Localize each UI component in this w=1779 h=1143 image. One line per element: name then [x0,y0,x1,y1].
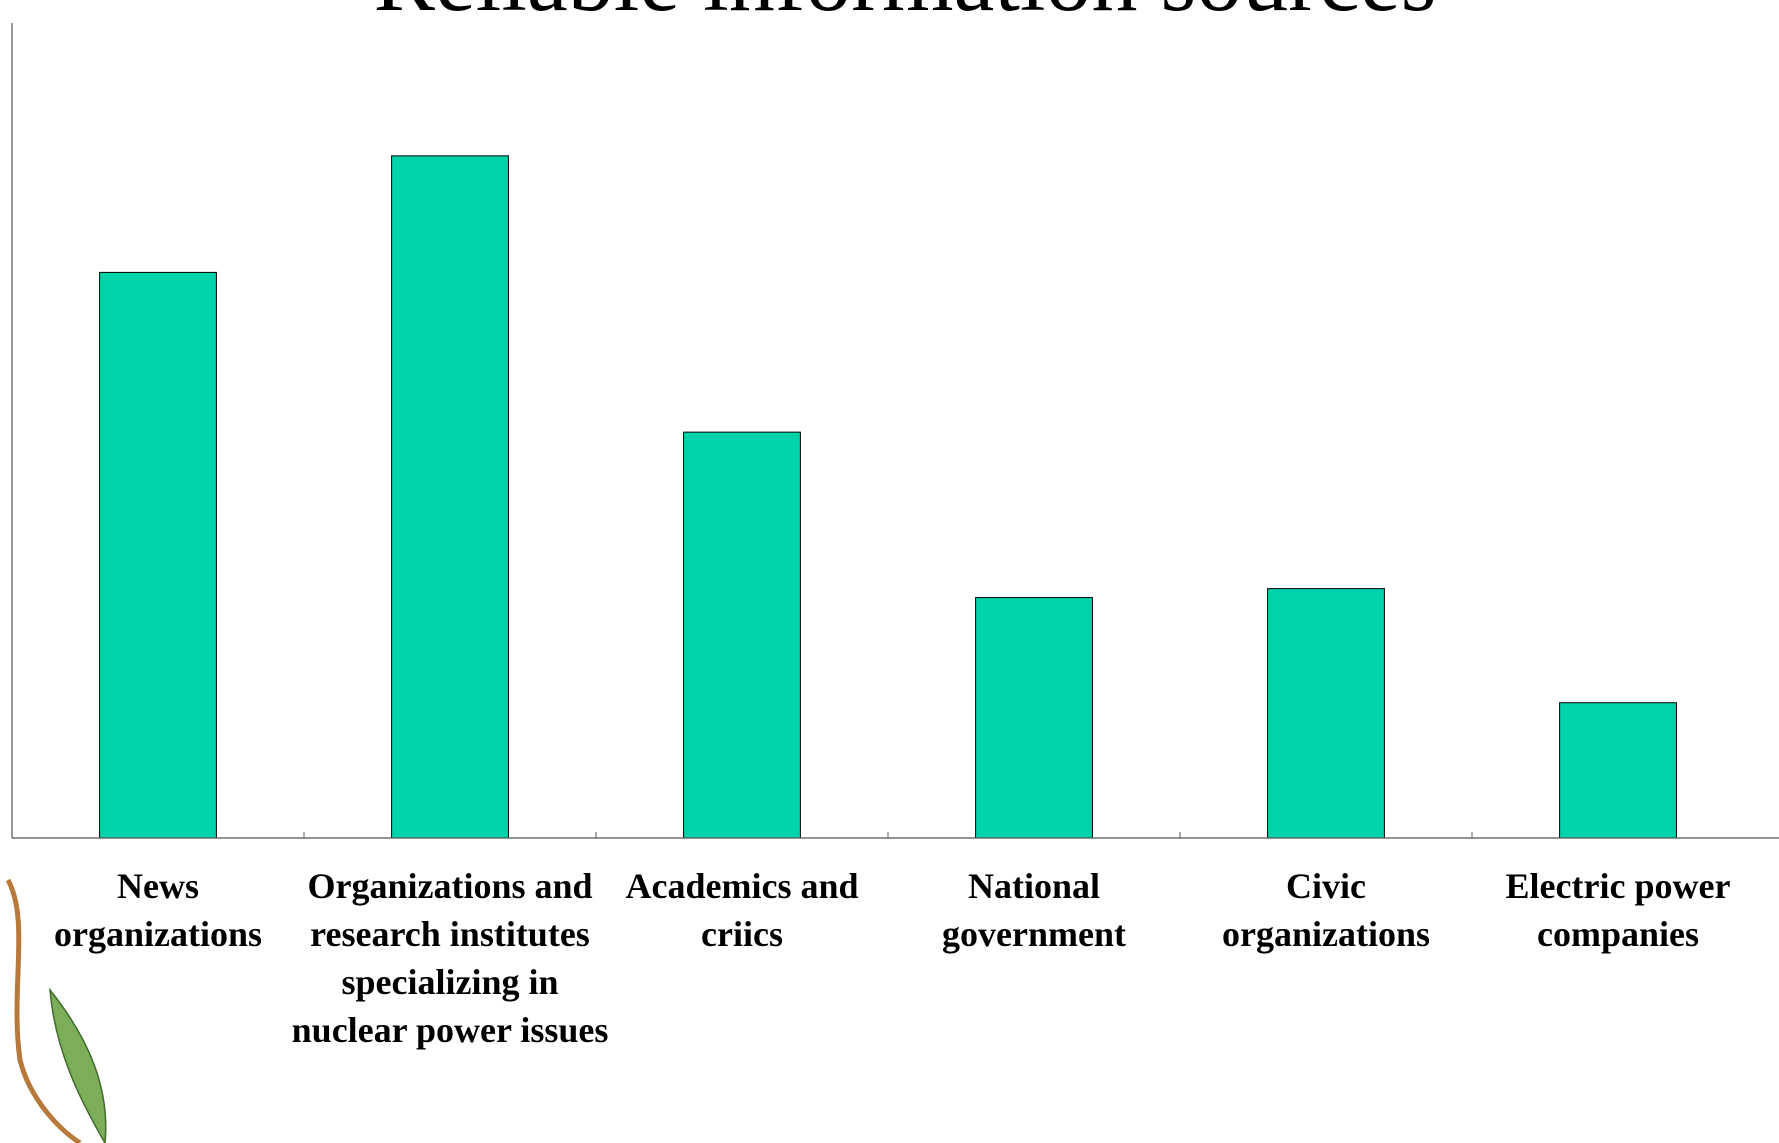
bar [392,156,509,838]
chart-title: Reliable information sources [374,0,1437,30]
bar [100,272,217,838]
decoration-leaf [50,990,106,1143]
bar [1560,703,1677,838]
bar [1268,589,1385,838]
x-tick-label: National government [914,862,1154,958]
page: Reliable information sources News organi… [0,0,1779,1143]
x-tick-label: Academics and criics [622,862,862,958]
x-tick-label: Organizations and research institutes sp… [285,862,615,1054]
x-tick-label: Electric power companies [1498,862,1738,958]
x-tick-label: Civic organizations [1206,862,1446,958]
chart: Reliable information sources [0,0,1779,1143]
bar [684,432,801,838]
x-tick-label: News organizations [38,862,278,958]
bar [976,598,1093,838]
